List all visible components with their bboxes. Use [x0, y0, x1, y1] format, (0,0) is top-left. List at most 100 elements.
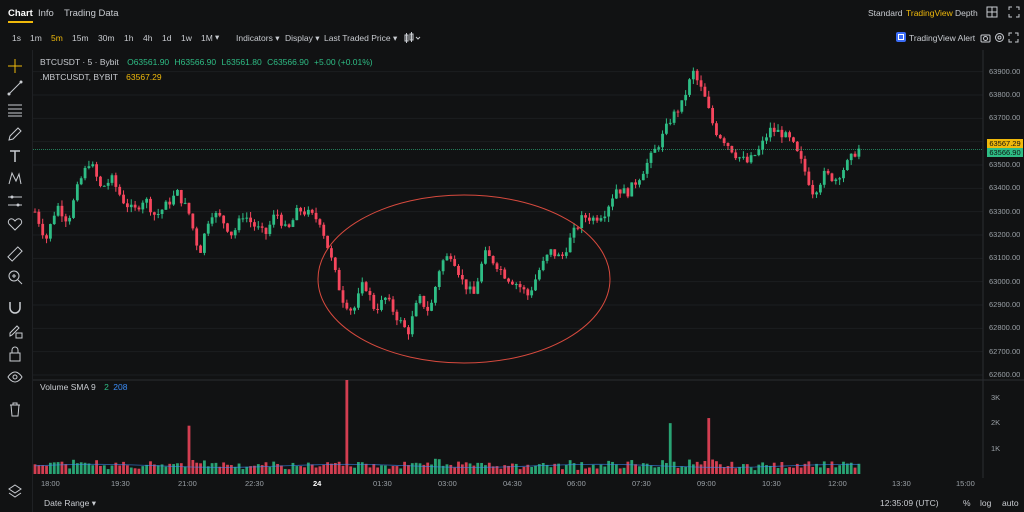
price-axis-label: 63200.00: [989, 230, 1021, 239]
volume-bar: [179, 463, 183, 474]
ruler-icon[interactable]: [7, 246, 23, 262]
timeframe-dropdown-icon[interactable]: ▾: [215, 32, 220, 42]
volume-bar: [360, 462, 364, 474]
zoom-in-icon[interactable]: [7, 269, 23, 285]
volume-bar: [738, 467, 741, 474]
forecast-icon[interactable]: [7, 193, 23, 209]
timeframe-1w[interactable]: 1w: [181, 33, 192, 43]
candle: [811, 184, 815, 195]
layers-icon[interactable]: [7, 483, 23, 499]
candle: [360, 282, 364, 294]
candle: [611, 198, 614, 207]
display-dropdown[interactable]: Display ▾: [285, 33, 320, 43]
candle: [241, 218, 245, 220]
volume-bar: [815, 463, 818, 474]
candle: [276, 214, 279, 216]
fullscreen-chart-icon[interactable]: [1008, 32, 1019, 43]
settings-icon[interactable]: [994, 32, 1005, 43]
timeframe-1m[interactable]: 1m: [30, 33, 42, 43]
view-tradingview[interactable]: TradingView: [906, 8, 953, 18]
candle: [126, 203, 129, 208]
volume-bar: [753, 470, 757, 474]
timeframe-1h[interactable]: 1h: [124, 33, 134, 43]
text-icon[interactable]: [7, 148, 23, 164]
volume-bar: [79, 462, 83, 474]
horizontal-lines-icon[interactable]: [7, 102, 23, 118]
candle-type-icon[interactable]: [403, 32, 421, 44]
candle: [314, 212, 318, 220]
lock-pencil-icon[interactable]: [7, 323, 23, 339]
auto-toggle[interactable]: auto: [1002, 498, 1019, 508]
candle: [499, 269, 503, 271]
timeframe-4h[interactable]: 4h: [143, 33, 153, 43]
volume-bar: [803, 463, 807, 474]
log-toggle[interactable]: log: [980, 498, 992, 508]
timeframe-1M[interactable]: 1M: [201, 33, 213, 43]
candle: [711, 107, 714, 124]
camera-icon[interactable]: [980, 32, 991, 43]
trend-line-icon[interactable]: [7, 80, 23, 96]
tab-chart[interactable]: Chart: [8, 8, 33, 23]
volume-bar: [499, 468, 503, 474]
candle: [245, 217, 249, 219]
volume-bar: [45, 465, 48, 474]
candle: [322, 224, 326, 236]
volume-bar: [634, 464, 637, 474]
price-chart[interactable]: [33, 50, 1024, 490]
candle: [653, 148, 657, 153]
grid-layout-icon[interactable]: [986, 6, 998, 18]
tab-info[interactable]: Info: [38, 8, 54, 19]
candle: [37, 211, 41, 224]
candle: [306, 209, 310, 215]
clock: 12:35:09 (UTC): [880, 498, 939, 508]
volume-bar: [233, 466, 237, 474]
candle: [206, 223, 210, 234]
crosshair-icon[interactable]: [7, 58, 23, 74]
volume-bar: [172, 464, 175, 474]
fullscreen-icon[interactable]: [1008, 6, 1020, 18]
timeframe-5m[interactable]: 5m: [51, 33, 63, 43]
volume-bar: [183, 466, 187, 474]
date-range-dropdown[interactable]: Date Range ▾: [44, 498, 97, 508]
tab-trading-data[interactable]: Trading Data: [64, 8, 119, 19]
view-depth[interactable]: Depth: [955, 8, 978, 18]
volume-bar: [742, 464, 745, 474]
volume-bar: [380, 465, 383, 474]
volume-bar: [761, 462, 765, 474]
timeframe-1s[interactable]: 1s: [12, 33, 21, 43]
heart-icon[interactable]: [7, 216, 23, 232]
candle: [380, 299, 383, 310]
brush-icon[interactable]: [7, 126, 23, 142]
volume-bar: [176, 463, 179, 474]
timeframe-30m[interactable]: 30m: [98, 33, 115, 43]
magnet-icon[interactable]: [7, 300, 23, 316]
percent-toggle[interactable]: %: [963, 498, 971, 508]
view-standard[interactable]: Standard: [868, 8, 903, 18]
volume-bar: [114, 462, 118, 474]
price-axis-label: 62800.00: [989, 323, 1021, 333]
volume-bar: [468, 463, 472, 474]
indicators-dropdown[interactable]: Indicators ▾: [236, 33, 280, 43]
volume-bar: [391, 465, 395, 474]
timeframe-15m[interactable]: 15m: [72, 33, 89, 43]
candle: [537, 270, 541, 280]
lock-icon[interactable]: [7, 346, 23, 362]
highlight-ellipse: [317, 194, 611, 364]
eye-icon[interactable]: [7, 369, 23, 385]
price-type-dropdown[interactable]: Last Traded Price ▾: [324, 33, 398, 43]
trash-icon[interactable]: [7, 401, 23, 417]
price-axis-label: 62600.00: [989, 370, 1021, 379]
pattern-icon[interactable]: [7, 170, 23, 186]
timeframe-1d[interactable]: 1d: [162, 33, 172, 43]
tradingview-alert-button[interactable]: TradingView Alert: [909, 33, 976, 43]
candle: [137, 207, 141, 210]
volume-bar: [122, 461, 125, 474]
candle: [222, 215, 226, 224]
volume-bar: [430, 464, 433, 474]
candle: [410, 316, 414, 335]
volume-bar: [72, 459, 75, 474]
volume-bar: [580, 462, 584, 474]
volume-bar: [491, 466, 495, 474]
candle: [707, 96, 711, 108]
candle: [437, 271, 441, 287]
